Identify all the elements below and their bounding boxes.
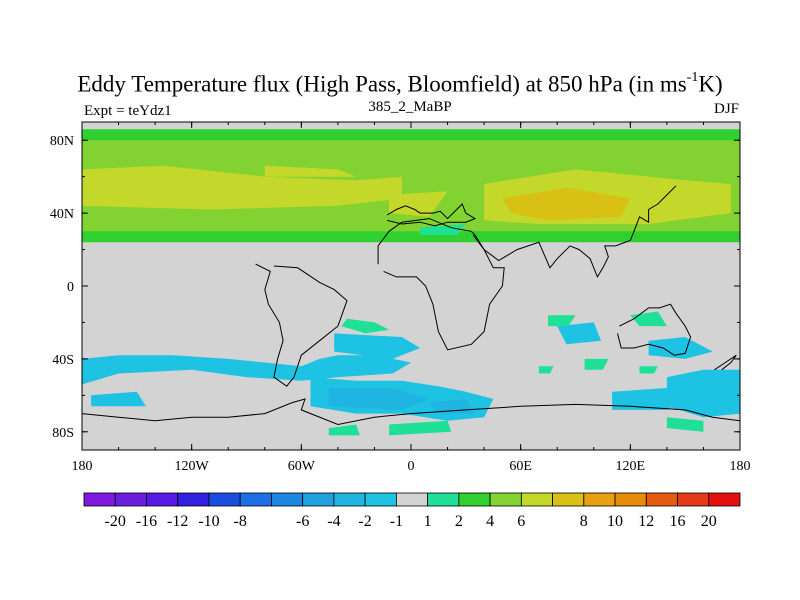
colorbar-label: 4: [486, 513, 494, 530]
colorbar-swatch: [458, 492, 491, 507]
x-tick-label: 120W: [175, 459, 210, 474]
coastlines: [82, 185, 740, 450]
chart-title-main: Eddy Temperature flux (High Pass, Bloomf…: [77, 71, 687, 97]
colorbar-swatch: [177, 492, 210, 507]
coastline-5: [82, 398, 740, 450]
contour-region-7: [82, 355, 411, 385]
colorbar-label: -4: [327, 513, 340, 530]
colorbar-label: 12: [638, 513, 654, 530]
colorbar-swatch: [333, 492, 366, 507]
colorbar-swatch: [146, 492, 179, 507]
y-tick-label: 40N: [50, 207, 74, 222]
colorbar-swatch: [395, 492, 429, 507]
coastline-4: [617, 303, 692, 356]
run-label: 385_2_MaBP: [368, 99, 452, 115]
contour-region-15: [328, 388, 430, 410]
colorbar-label: -12: [167, 513, 188, 530]
coastline-0: [386, 203, 477, 227]
y-tick-label: 40S: [52, 353, 74, 368]
colorbar-label: -2: [358, 513, 371, 530]
colorbar-swatch: [489, 492, 522, 507]
colorbar-swatch: [83, 492, 116, 507]
colorbar-label: -6: [296, 513, 309, 530]
colorbar-swatch: [552, 492, 585, 507]
x-tick-label: 180: [72, 459, 93, 474]
colorbar-swatch: [364, 492, 397, 507]
colorbar-swatch: [114, 492, 147, 507]
chart-title: Eddy Temperature flux (High Pass, Bloomf…: [0, 66, 800, 99]
contour-region-13: [557, 322, 602, 345]
x-tick-label: 180: [730, 459, 751, 474]
contour-region-25: [538, 366, 554, 374]
colorbar-label: 1: [424, 513, 432, 530]
colorbar: -20 -16 -12 -10 -8 -6 -4 -2 -1 1 2 4 6 8 10 12 16 20: [83, 492, 741, 530]
chart-title-units-exponent: -1: [686, 70, 699, 85]
colorbar-label: -20: [105, 513, 126, 530]
contour-region-22: [666, 417, 704, 432]
season-label: DJF: [713, 101, 739, 117]
coastline-6: [714, 354, 737, 371]
colorbar-label: 16: [670, 513, 686, 530]
x-axis: 180 120W 60W 0 60E 120E 180: [72, 122, 751, 474]
colorbar-label: -8: [234, 513, 247, 530]
colorbar-label: 10: [607, 513, 623, 530]
y-axis: 80N 40N 0 40S 80S: [50, 134, 740, 441]
contour-region-17: [341, 318, 390, 334]
contour-region-14: [334, 333, 421, 359]
coastline-3: [255, 263, 348, 387]
colorbar-swatch: [302, 492, 335, 507]
colorbar-swatch: [427, 492, 460, 507]
colorbar-label: -10: [198, 513, 219, 530]
colorbar-label: 2: [455, 513, 463, 530]
contour-region-11: [666, 369, 740, 418]
coastline-1: [377, 218, 505, 351]
contour-region-2: [82, 165, 402, 210]
chart-title-units-tail: K): [698, 71, 723, 97]
colorbar-swatch: [614, 492, 647, 507]
x-tick-label: 120E: [616, 459, 646, 474]
contour-region-12: [648, 337, 713, 359]
contour-region-20: [328, 424, 360, 436]
colorbar-swatch: [677, 492, 710, 507]
coastline-2: [472, 185, 677, 279]
colorbar-swatch: [208, 492, 241, 507]
y-tick-label: 80N: [50, 134, 74, 149]
contour-region-23: [420, 224, 466, 235]
contour-region-26: [639, 366, 658, 374]
colorbar-swatch: [645, 492, 678, 507]
colorbar-label: 8: [580, 513, 588, 530]
colorbar-swatch: [520, 492, 553, 507]
experiment-label: Expt = teYdz1: [84, 103, 172, 119]
contour-fills: [82, 129, 740, 436]
colorbar-swatch: [583, 492, 616, 507]
colorbar-label: -16: [136, 513, 157, 530]
y-tick-label: 80S: [52, 426, 74, 441]
contour-region-9: [91, 391, 146, 407]
colorbar-label: 6: [517, 513, 525, 530]
contour-region-19: [548, 315, 576, 327]
y-tick-label: 0: [67, 280, 74, 295]
contour-region-6: [264, 165, 357, 177]
contour-region-24: [584, 358, 609, 370]
contour-region-21: [389, 420, 452, 436]
contour-region-5: [502, 187, 631, 221]
colorbar-swatch: [239, 492, 272, 507]
colorbar-swatch: [271, 492, 304, 507]
contour-region-3: [389, 191, 448, 217]
x-tick-label: 60W: [288, 459, 316, 474]
colorbar-swatch: [708, 492, 741, 507]
colorbar-label: -1: [390, 513, 403, 530]
x-tick-label: 0: [408, 459, 415, 474]
colorbar-label: 20: [701, 513, 717, 530]
x-tick-label: 60E: [509, 459, 532, 474]
